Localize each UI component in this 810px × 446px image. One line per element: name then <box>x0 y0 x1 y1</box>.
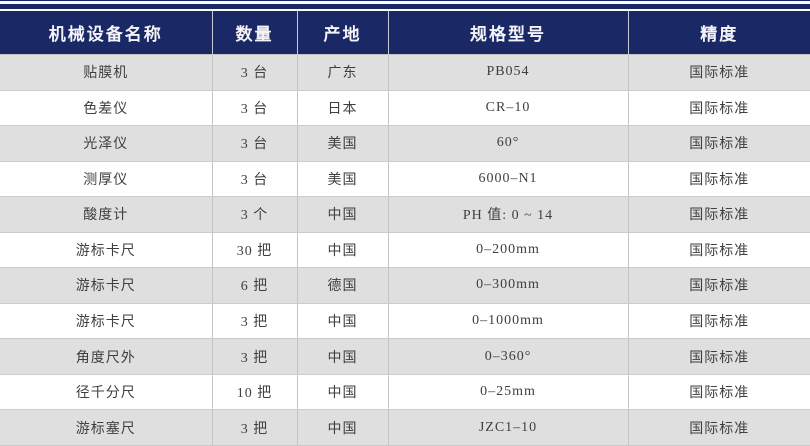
cell-quantity: 3 把 <box>211 338 297 375</box>
column-header-name: 机械设备名称 <box>0 11 212 55</box>
header-gap <box>0 9 810 11</box>
cell-origin: 中国 <box>296 338 388 375</box>
table-row: 测厚仪 3 台美国 6000–N1 国际标准 <box>0 161 810 198</box>
cell-name: 游标塞尺 <box>0 409 212 446</box>
top-gap <box>0 1 810 4</box>
cell-origin: 德国 <box>296 267 388 304</box>
cell-origin: 中国 <box>296 303 388 340</box>
cell-spec: 6000–N1 <box>387 161 628 198</box>
top-hairline <box>0 0 810 1</box>
cell-spec: JZC1–10 <box>387 409 628 446</box>
cell-name: 游标卡尺 <box>0 232 212 269</box>
cell-precision: 国际标准 <box>627 54 810 91</box>
table-row: 贴膜机 3 台广东 PB054 国际标准 <box>0 54 810 91</box>
cell-name: 酸度计 <box>0 196 212 233</box>
cell-origin: 美国 <box>296 161 388 198</box>
cell-quantity: 3 台 <box>211 161 297 198</box>
cell-name: 游标卡尺 <box>0 303 212 340</box>
cell-origin: 中国 <box>296 196 388 233</box>
cell-precision: 国际标准 <box>627 374 810 411</box>
cell-spec: 0–1000mm <box>387 303 628 340</box>
cell-precision: 国际标准 <box>627 161 810 198</box>
cell-name: 色差仪 <box>0 90 212 127</box>
cell-precision: 国际标准 <box>627 409 810 446</box>
table-row: 色差仪 3 台日本 CR–10 国际标准 <box>0 90 810 127</box>
cell-name: 角度尺外 <box>0 338 212 375</box>
table-row: 游标卡尺 30 把中国 0–200mm 国际标准 <box>0 232 810 269</box>
column-header-precision: 精度 <box>627 11 810 55</box>
column-header-spec: 规格型号 <box>387 11 628 55</box>
cell-spec: 60° <box>387 125 628 162</box>
cell-quantity: 3 把 <box>211 409 297 446</box>
cell-origin: 日本 <box>296 90 388 127</box>
cell-quantity: 6 把 <box>211 267 297 304</box>
cell-quantity: 3 个 <box>211 196 297 233</box>
table-row: 径千分尺 10 把中国 0–25mm 国际标准 <box>0 374 810 411</box>
table-row: 游标卡尺 3 把中国 0–1000mm 国际标准 <box>0 303 810 340</box>
column-header-quantity: 数量 <box>211 11 297 55</box>
column-header-origin: 产地 <box>296 11 388 55</box>
table-header-row: 机械设备名称 数量 产地 规格型号 精度 <box>0 11 810 55</box>
table-row: 游标塞尺 3 把中国 JZC1–10 国际标准 <box>0 409 810 446</box>
cell-precision: 国际标准 <box>627 90 810 127</box>
cell-quantity: 10 把 <box>211 374 297 411</box>
cell-spec: 0–200mm <box>387 232 628 269</box>
cell-spec: 0–25mm <box>387 374 628 411</box>
cell-name: 径千分尺 <box>0 374 212 411</box>
cell-origin: 中国 <box>296 409 388 446</box>
cell-spec: 0–360° <box>387 338 628 375</box>
cell-precision: 国际标准 <box>627 267 810 304</box>
equipment-table: 机械设备名称 数量 产地 规格型号 精度 贴膜机 3 台广东 PB054 国际标准 色差仪 3 台… <box>0 11 810 446</box>
cell-name: 游标卡尺 <box>0 267 212 304</box>
cell-spec: PH 值: 0 ~ 14 <box>387 196 628 233</box>
cell-precision: 国际标准 <box>627 125 810 162</box>
cell-spec: 0–300mm <box>387 267 628 304</box>
cell-name: 光泽仪 <box>0 125 212 162</box>
top-accent-bar <box>0 4 810 9</box>
table-row: 角度尺外 3 把中国 0–360° 国际标准 <box>0 338 810 375</box>
table-row: 光泽仪 3 台美国 60° 国际标准 <box>0 125 810 162</box>
cell-precision: 国际标准 <box>627 232 810 269</box>
cell-origin: 中国 <box>296 232 388 269</box>
cell-quantity: 3 把 <box>211 303 297 340</box>
cell-quantity: 3 台 <box>211 125 297 162</box>
cell-precision: 国际标准 <box>627 338 810 375</box>
cell-name: 贴膜机 <box>0 54 212 91</box>
cell-quantity: 30 把 <box>211 232 297 269</box>
cell-spec: PB054 <box>387 54 628 91</box>
cell-origin: 中国 <box>296 374 388 411</box>
cell-name: 测厚仪 <box>0 161 212 198</box>
cell-precision: 国际标准 <box>627 303 810 340</box>
table-row: 游标卡尺 6 把德国 0–300mm 国际标准 <box>0 267 810 304</box>
cell-origin: 广东 <box>296 54 388 91</box>
table-row: 酸度计 3 个中国 PH 值: 0 ~ 14 国际标准 <box>0 196 810 233</box>
cell-precision: 国际标准 <box>627 196 810 233</box>
cell-spec: CR–10 <box>387 90 628 127</box>
cell-quantity: 3 台 <box>211 90 297 127</box>
cell-quantity: 3 台 <box>211 54 297 91</box>
cell-origin: 美国 <box>296 125 388 162</box>
